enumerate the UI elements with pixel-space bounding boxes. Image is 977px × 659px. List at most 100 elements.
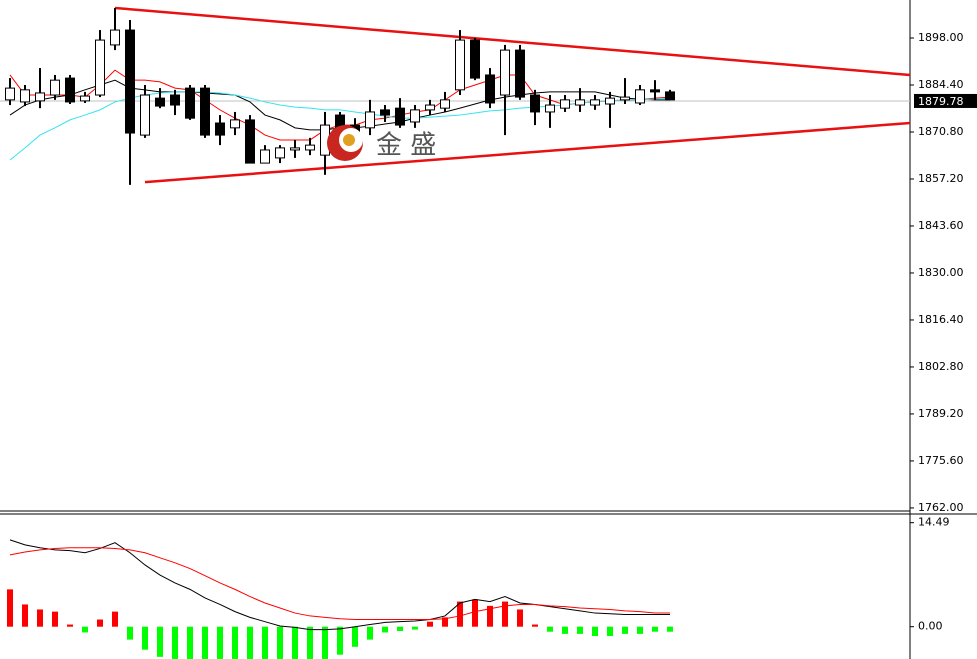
candle-body (500, 49, 510, 96)
y-tick-label: 1802.80 (918, 360, 964, 373)
y-tick-label: 1762.00 (918, 501, 964, 514)
histogram-bar (127, 626, 133, 640)
y-tick-label: 1789.20 (918, 407, 964, 420)
candle-body (50, 79, 60, 96)
histogram-bar (622, 626, 628, 634)
candle-body (125, 29, 135, 134)
current-price-box (914, 93, 977, 108)
candle-body (545, 104, 555, 113)
current-price-label: 1879.78 (918, 95, 964, 108)
histogram-bar (637, 626, 643, 634)
candle-body (395, 107, 405, 126)
candle-body (605, 97, 615, 105)
candle-body (530, 94, 540, 113)
histogram-bar (172, 626, 178, 659)
histogram-bar (82, 626, 88, 633)
y-tick-label: 1830.00 (918, 266, 964, 279)
histogram-bar (67, 624, 73, 627)
watermark-text: 金 盛 (376, 131, 436, 161)
candle-body (260, 149, 270, 164)
histogram-bar (97, 619, 103, 627)
histogram-bar (337, 626, 343, 655)
y-tick-label: 1843.60 (918, 219, 964, 232)
histogram-bar (412, 626, 418, 630)
histogram-bar (667, 626, 673, 632)
y-tick-label: 1898.00 (918, 31, 964, 44)
histogram-bar (382, 626, 388, 633)
candle-body (560, 99, 570, 109)
candle-body (620, 96, 630, 101)
histogram-bar (142, 626, 148, 650)
candle-body (5, 87, 15, 101)
candle-body (155, 97, 165, 107)
histogram-bar (262, 626, 268, 659)
histogram-bar (562, 626, 568, 634)
histogram-bar (577, 626, 583, 634)
candle-body (590, 99, 600, 106)
histogram-bar (277, 626, 283, 659)
histogram-bar (547, 626, 553, 632)
y-tick-label: 0.00 (918, 620, 943, 633)
histogram-bar (187, 626, 193, 659)
candle-body (230, 119, 240, 129)
candle-body (140, 94, 150, 136)
histogram-bar (157, 626, 163, 657)
histogram-bar (607, 626, 613, 637)
histogram-bar (292, 626, 298, 659)
histogram-bar (592, 626, 598, 637)
histogram-bar (52, 611, 58, 627)
candle-body (200, 87, 210, 136)
histogram-bar (202, 626, 208, 659)
y-tick-label: 14.49 (918, 516, 950, 529)
histogram-bar (457, 601, 463, 627)
candle-body (20, 89, 30, 103)
watermark-logo (327, 125, 363, 161)
candle-body (80, 95, 90, 102)
y-tick-label: 1870.80 (918, 125, 964, 138)
histogram-bar (427, 621, 433, 627)
candle-body (185, 87, 195, 119)
candle-body (275, 147, 285, 159)
histogram-bar (532, 624, 538, 627)
y-tick-label: 1884.40 (918, 78, 964, 91)
histogram-bar (232, 626, 238, 659)
candle-body (170, 94, 180, 106)
histogram-bar (322, 626, 328, 659)
candle-body (455, 39, 465, 91)
candle-body (65, 77, 75, 103)
histogram-bar (22, 604, 28, 627)
histogram-bar (112, 611, 118, 627)
histogram-bar (442, 617, 448, 627)
candle-body (410, 109, 420, 123)
candle-body (665, 91, 675, 101)
y-tick-label: 1775.60 (918, 454, 964, 467)
histogram-bar (367, 626, 373, 640)
y-tick-label: 1816.40 (918, 313, 964, 326)
histogram-bar (397, 626, 403, 632)
candle-body (440, 99, 450, 109)
candle-body (35, 92, 45, 102)
candle-body (95, 39, 105, 96)
histogram-bar (502, 601, 508, 627)
candle-body (470, 39, 480, 79)
candle-body (215, 122, 225, 136)
histogram-bar (652, 626, 658, 632)
histogram-bar (307, 626, 313, 659)
candle-body (365, 111, 375, 129)
histogram-bar (217, 626, 223, 659)
histogram-bar (247, 626, 253, 659)
candle-body (515, 49, 525, 98)
histogram-bar (37, 609, 43, 627)
candle-body (485, 74, 495, 104)
candle-body (290, 147, 300, 151)
histogram-bar (7, 589, 13, 627)
trendline (114, 6, 911, 77)
candle-body (650, 89, 660, 93)
candle-body (245, 119, 255, 164)
histogram-bar (472, 599, 478, 627)
histogram-bar (517, 609, 523, 627)
trendline (144, 121, 911, 184)
